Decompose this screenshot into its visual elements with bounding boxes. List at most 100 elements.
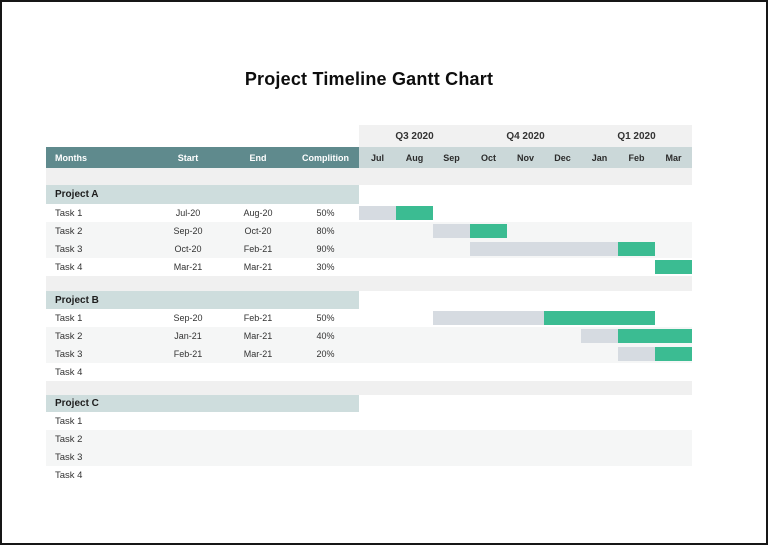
task-completion: 50% bbox=[316, 208, 335, 218]
task-end: Mar-21 bbox=[243, 262, 273, 272]
quarter-row: Q3 2020 Q4 2020 Q1 2020 bbox=[46, 125, 692, 147]
quarter-label-q4: Q4 2020 bbox=[506, 130, 545, 142]
month-label-aug: Aug bbox=[405, 152, 424, 163]
task-start: Jul-20 bbox=[175, 208, 201, 218]
task-row: Task 2 Jan-21 Mar-21 40% bbox=[46, 327, 692, 345]
gantt-bar-gray bbox=[581, 329, 618, 343]
task-row: Task 3 Oct-20 Feb-21 90% bbox=[46, 240, 692, 258]
task-label: Task 4 bbox=[55, 469, 83, 481]
task-label: Task 2 bbox=[55, 225, 83, 237]
task-end bbox=[224, 363, 292, 381]
month-label-sep: Sep bbox=[443, 152, 460, 163]
task-row: Task 1 Sep-20 Feb-21 50% bbox=[46, 309, 692, 327]
task-start bbox=[152, 363, 224, 381]
task-end: Mar-21 bbox=[243, 349, 273, 359]
task-start bbox=[152, 466, 224, 484]
quarter-label-q1: Q1 2020 bbox=[617, 130, 656, 142]
task-completion bbox=[292, 363, 359, 381]
quarter-label-q3: Q3 2020 bbox=[395, 130, 434, 142]
task-label: Task 2 bbox=[55, 330, 83, 342]
task-label: Task 1 bbox=[55, 312, 83, 324]
task-timeline bbox=[359, 345, 692, 363]
task-completion: 20% bbox=[316, 349, 335, 359]
task-label: Task 1 bbox=[55, 207, 83, 219]
task-start: Mar-21 bbox=[173, 262, 203, 272]
column-header-start: Start bbox=[152, 147, 224, 168]
task-timeline bbox=[359, 448, 692, 466]
month-label-nov: Nov bbox=[516, 152, 534, 163]
month-label-jan: Jan bbox=[591, 152, 608, 163]
task-end: Feb-21 bbox=[243, 313, 273, 323]
project-header-row-c: Project C bbox=[46, 395, 692, 412]
gantt-bar-green bbox=[618, 329, 692, 343]
task-label: Task 3 bbox=[55, 451, 83, 463]
task-start bbox=[152, 412, 224, 430]
gantt-bar-gray bbox=[433, 311, 544, 325]
gantt-bar-green bbox=[544, 311, 655, 325]
task-completion: 40% bbox=[316, 331, 335, 341]
task-row: Task 2 bbox=[46, 430, 692, 448]
task-timeline bbox=[359, 363, 692, 381]
column-header-completion: Complition bbox=[292, 147, 359, 168]
project-name-a: Project A bbox=[46, 185, 359, 204]
task-timeline bbox=[359, 309, 692, 327]
task-row: Task 4 bbox=[46, 363, 692, 381]
month-label-feb: Feb bbox=[628, 152, 645, 163]
gantt-bar-green bbox=[470, 224, 507, 238]
task-row: Task 1 Jul-20 Aug-20 50% bbox=[46, 204, 692, 222]
task-timeline bbox=[359, 204, 692, 222]
task-completion: 30% bbox=[316, 262, 335, 272]
month-label-oct: Oct bbox=[480, 152, 496, 163]
month-label-dec: Dec bbox=[554, 152, 571, 163]
task-end bbox=[224, 448, 292, 466]
quarter-row-spacer bbox=[46, 125, 359, 147]
task-completion: 50% bbox=[316, 313, 335, 323]
page-title: Project Timeline Gantt Chart bbox=[244, 69, 494, 89]
task-row: Task 1 bbox=[46, 412, 692, 430]
task-end: Aug-20 bbox=[243, 208, 273, 218]
project-header-rest bbox=[359, 395, 692, 412]
spacer-fill bbox=[46, 276, 692, 291]
gantt-bar-gray bbox=[359, 206, 396, 220]
task-start bbox=[152, 448, 224, 466]
task-timeline bbox=[359, 430, 692, 448]
task-end: Oct-20 bbox=[244, 226, 272, 236]
project-name-b: Project B bbox=[46, 291, 359, 309]
spacer-row bbox=[46, 168, 692, 185]
spacer-row bbox=[46, 276, 692, 291]
task-timeline bbox=[359, 240, 692, 258]
gantt-bar-gray bbox=[433, 224, 470, 238]
task-start bbox=[152, 430, 224, 448]
gantt-bar-green bbox=[655, 347, 692, 361]
task-label: Task 3 bbox=[55, 348, 83, 360]
task-timeline bbox=[359, 258, 692, 276]
task-end: Feb-21 bbox=[243, 244, 273, 254]
task-completion bbox=[292, 448, 359, 466]
task-completion bbox=[292, 412, 359, 430]
task-end: Mar-21 bbox=[243, 331, 273, 341]
task-completion bbox=[292, 430, 359, 448]
task-label: Task 1 bbox=[55, 415, 83, 427]
task-start: Sep-20 bbox=[173, 313, 203, 323]
spacer-fill bbox=[46, 381, 692, 395]
column-header-months: Months bbox=[46, 147, 152, 168]
project-header-row-a: Project A bbox=[46, 185, 692, 204]
task-row: Task 2 Sep-20 Oct-20 80% bbox=[46, 222, 692, 240]
task-start: Sep-20 bbox=[173, 226, 203, 236]
spacer-fill bbox=[46, 168, 692, 185]
task-start: Feb-21 bbox=[173, 349, 203, 359]
project-name-c: Project C bbox=[46, 395, 359, 412]
column-header-end: End bbox=[224, 147, 292, 168]
task-completion bbox=[292, 466, 359, 484]
task-completion: 80% bbox=[316, 226, 335, 236]
gantt-bar-gray bbox=[618, 347, 655, 361]
task-timeline bbox=[359, 412, 692, 430]
task-start: Jan-21 bbox=[174, 331, 202, 341]
task-label: Task 2 bbox=[55, 433, 83, 445]
task-end bbox=[224, 466, 292, 484]
task-start: Oct-20 bbox=[174, 244, 202, 254]
month-band: Jul Aug Sep Oct Nov Dec Jan Feb Mar bbox=[359, 147, 692, 168]
task-label: Task 4 bbox=[55, 261, 83, 273]
project-header-row-b: Project B bbox=[46, 291, 692, 309]
